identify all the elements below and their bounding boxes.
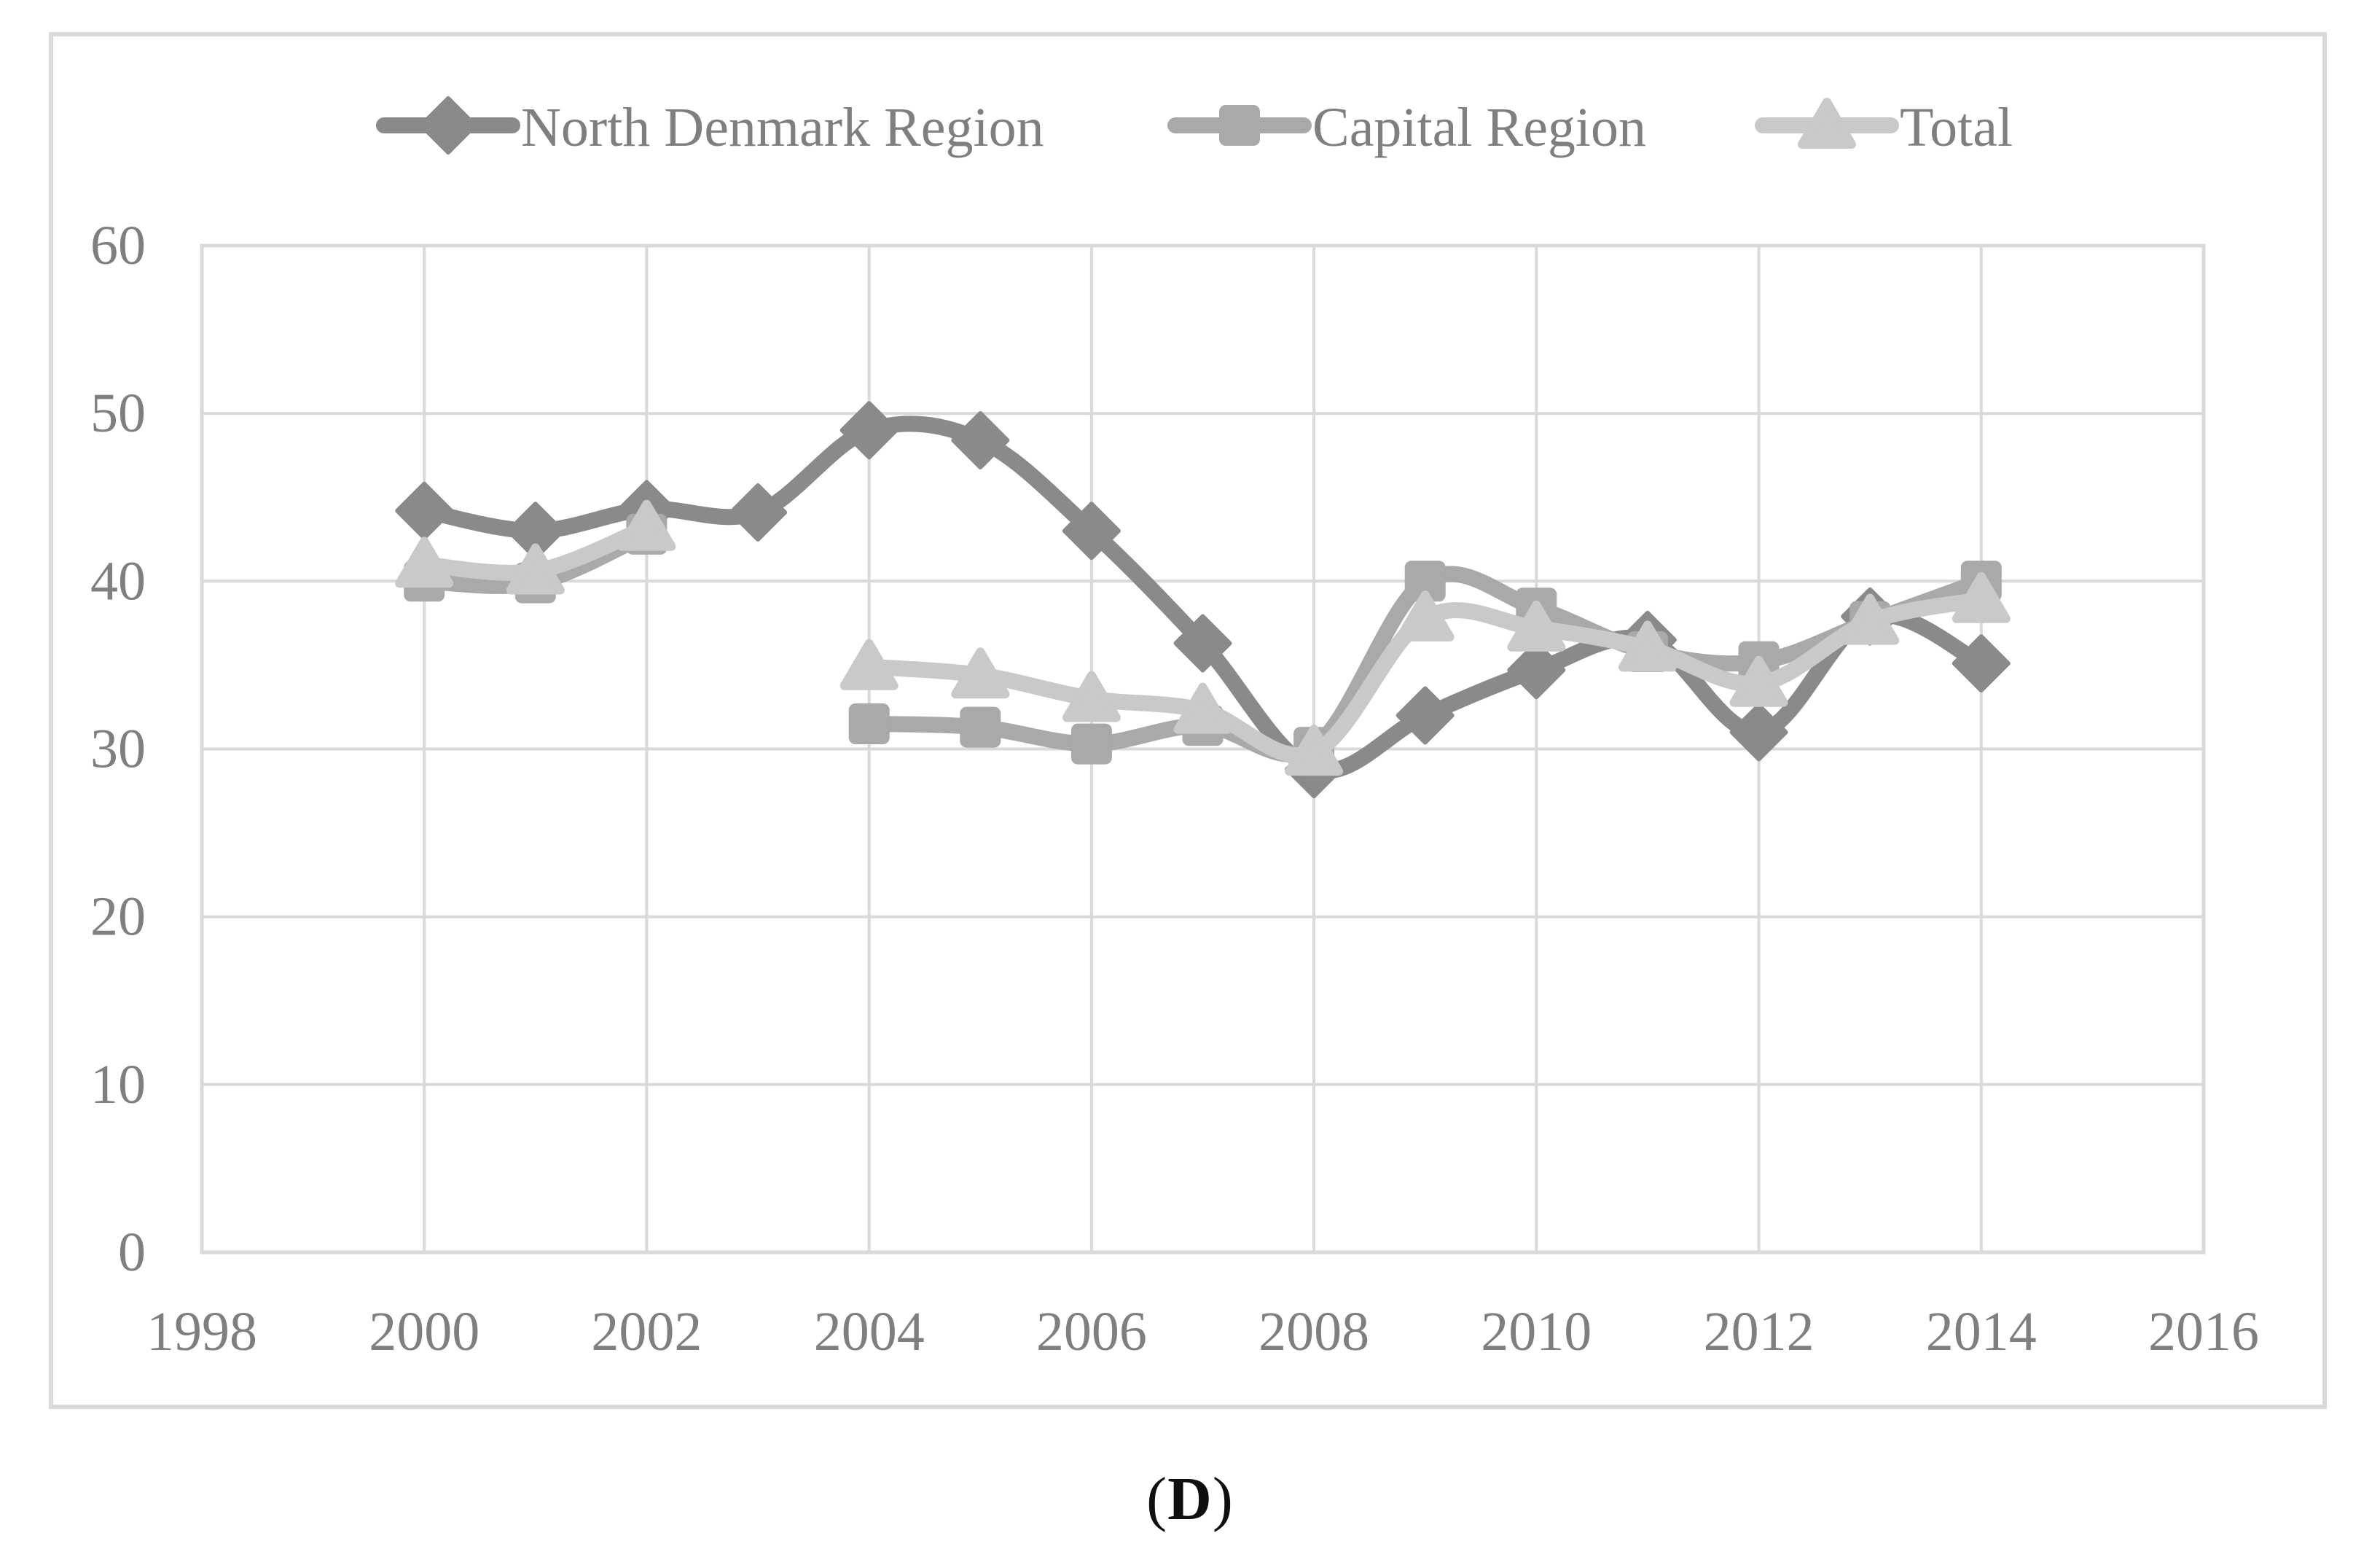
legend: North Denmark Region Capital Region Total xyxy=(376,96,2013,158)
marker-triangle-total xyxy=(1173,682,1232,734)
marker-triangle-total xyxy=(1841,593,1900,645)
marker-triangle-total xyxy=(951,647,1010,699)
marker-diamond-north-denmark-region xyxy=(1062,502,1121,561)
legend-item-capital-region: Capital Region xyxy=(1167,97,1646,158)
marker-square-capital-region xyxy=(848,703,890,744)
x-tick-label-2010: 2010 xyxy=(1481,1301,1592,1362)
marker-square-capital-region xyxy=(1070,723,1112,765)
x-tick-label-2000: 2000 xyxy=(369,1301,479,1362)
figure-caption: (D) xyxy=(0,1464,2380,1534)
marker-diamond-north-denmark-region xyxy=(729,483,788,542)
legend-marker-diamond xyxy=(419,96,477,155)
legend-marker-square xyxy=(1219,105,1260,146)
legend-label-total: Total xyxy=(1900,97,2013,158)
marker-triangle-total xyxy=(395,536,454,588)
marker-square-capital-region xyxy=(960,706,1001,748)
legend-marker-triangle xyxy=(1798,98,1856,149)
marker-square-capital-region xyxy=(1404,561,1446,602)
axis-labels: 0 10 20 30 40 50 60 1998 2000 2002 2004 2006 2008 201… xyxy=(90,215,2259,1362)
x-tick-label-1998: 1998 xyxy=(146,1301,257,1362)
plot-border xyxy=(200,243,2206,1254)
legend-item-total: Total xyxy=(1755,97,2013,158)
marker-triangle-total xyxy=(1395,590,1455,641)
y-tick-label-20: 20 xyxy=(90,886,146,948)
marker-diamond-north-denmark-region xyxy=(1729,703,1788,762)
y-tick-label-50: 50 xyxy=(90,383,146,444)
marker-triangle-total xyxy=(617,499,676,551)
marker-triangle-total xyxy=(1285,725,1344,776)
x-tick-label-2006: 2006 xyxy=(1036,1301,1147,1362)
marker-diamond-north-denmark-region xyxy=(839,401,899,460)
caption-paren-close: ) xyxy=(1212,1465,1234,1533)
x-tick-label-2014: 2014 xyxy=(1926,1301,2037,1362)
legend-label-north-denmark-region: North Denmark Region xyxy=(521,97,1044,158)
marker-triangle-total xyxy=(1952,571,2011,623)
marker-triangle-total xyxy=(1618,620,1677,672)
marker-diamond-north-denmark-region xyxy=(1173,614,1232,673)
y-tick-label-60: 60 xyxy=(90,215,146,276)
y-tick-label-0: 0 xyxy=(118,1222,146,1283)
marker-triangle-total xyxy=(1062,671,1121,722)
x-tick-label-2002: 2002 xyxy=(591,1301,702,1362)
marker-triangle-total xyxy=(506,543,565,595)
marker-diamond-north-denmark-region xyxy=(1395,686,1455,745)
x-tick-label-2004: 2004 xyxy=(814,1301,925,1362)
marker-diamond-north-denmark-region xyxy=(1507,641,1566,700)
marker-triangle-total xyxy=(1507,600,1566,652)
marker-triangle-total xyxy=(1729,655,1788,707)
series-total xyxy=(395,499,2011,776)
x-tick-label-2008: 2008 xyxy=(1258,1301,1369,1362)
y-tick-label-10: 10 xyxy=(90,1054,146,1115)
marker-diamond-north-denmark-region xyxy=(1952,634,2011,693)
y-tick-label-40: 40 xyxy=(90,550,146,612)
marker-diamond-north-denmark-region xyxy=(951,411,1010,469)
caption-letter: D xyxy=(1167,1465,1213,1533)
legend-label-capital-region: Capital Region xyxy=(1312,97,1646,158)
x-tick-label-2016: 2016 xyxy=(2148,1301,2259,1362)
x-tick-label-2012: 2012 xyxy=(1704,1301,1815,1362)
caption-paren-open: ( xyxy=(1146,1465,1168,1533)
y-tick-label-30: 30 xyxy=(90,719,146,780)
marker-triangle-total xyxy=(839,639,899,690)
legend-item-north-denmark-region: North Denmark Region xyxy=(376,96,1044,158)
